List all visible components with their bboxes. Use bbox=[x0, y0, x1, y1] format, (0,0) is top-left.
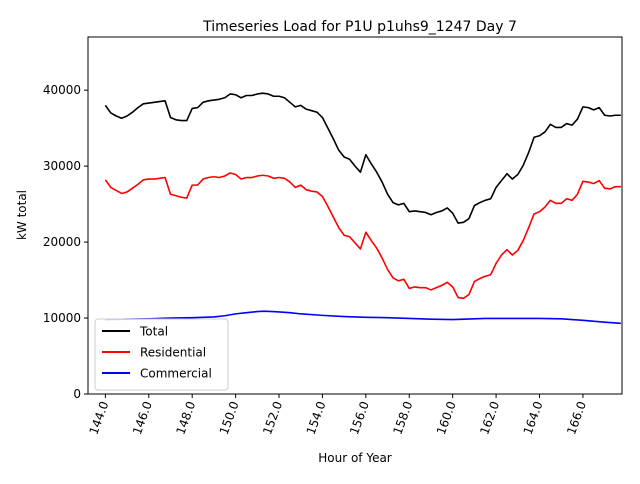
legend-label-residential: Residential bbox=[140, 346, 206, 360]
series-line-total bbox=[104, 92, 621, 224]
y-tick-label: 10000 bbox=[43, 311, 81, 325]
legend-label-total: Total bbox=[139, 325, 168, 339]
x-tick-label: 160.0 bbox=[434, 399, 459, 436]
plot-frame bbox=[87, 36, 623, 395]
x-tick-label: 162.0 bbox=[477, 399, 502, 436]
series-layer bbox=[104, 92, 621, 325]
x-tick-label: 150.0 bbox=[217, 399, 242, 436]
x-tick-label: 166.0 bbox=[564, 399, 589, 436]
y-tick-label: 0 bbox=[73, 387, 81, 401]
x-tick-label: 158.0 bbox=[390, 399, 415, 436]
series-line-residential bbox=[104, 172, 621, 300]
x-tick-label: 144.0 bbox=[87, 399, 112, 436]
series-line-commercial bbox=[105, 310, 621, 325]
x-tick-label: 156.0 bbox=[347, 399, 372, 436]
chart-title: Timeseries Load for P1U p1uhs9_1247 Day … bbox=[202, 19, 517, 35]
y-axis: 0 10000 20000 30000 40000 bbox=[43, 83, 88, 401]
legend: Total Residential Commercial bbox=[94, 318, 229, 391]
x-tick-label: 154.0 bbox=[304, 399, 329, 436]
y-tick-label: 30000 bbox=[43, 159, 81, 173]
x-tick-label: 152.0 bbox=[260, 399, 285, 436]
y-axis-label: kW total bbox=[15, 190, 29, 240]
x-axis-label: Hour of Year bbox=[318, 451, 392, 465]
x-tick-label: 164.0 bbox=[521, 399, 546, 436]
legend-label-commercial: Commercial bbox=[140, 367, 212, 381]
x-axis: 144.0 146.0 148.0 150.0 152.0 154.0 156.0 158.0… bbox=[87, 394, 589, 437]
y-tick-label: 40000 bbox=[43, 83, 81, 97]
x-tick-label: 146.0 bbox=[130, 399, 155, 436]
y-tick-label: 20000 bbox=[43, 235, 81, 249]
x-tick-label: 148.0 bbox=[173, 399, 198, 436]
